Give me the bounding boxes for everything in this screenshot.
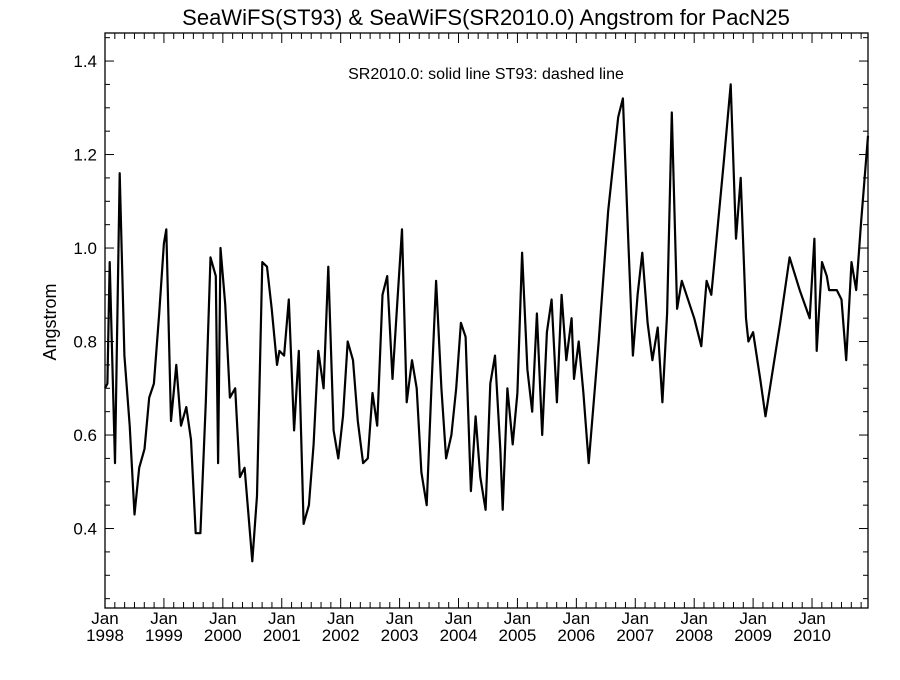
y-axis: 0.4 0.6 0.8 1.0 1.2 1.4 xyxy=(73,37,868,600)
chart-title: SeaWiFS(ST93) & SeaWiFS(SR2010.0) Angstr… xyxy=(182,5,790,30)
plot-frame xyxy=(104,32,869,609)
x-tick-year-label: 1998 xyxy=(86,626,124,645)
y-tick-label: 0.8 xyxy=(73,333,97,352)
x-tick-year-label: 2001 xyxy=(263,626,301,645)
x-tick-year-label: 2003 xyxy=(381,626,419,645)
y-tick-label: 0.4 xyxy=(73,520,97,539)
x-tick-month-label: Jan xyxy=(622,609,649,628)
x-tick-year-label: 2002 xyxy=(322,626,360,645)
x-tick-month-label: Jan xyxy=(739,609,766,628)
series-line-sr2010 xyxy=(104,83,870,563)
x-tick-year-label: 2009 xyxy=(734,626,772,645)
x-tick-month-label: Jan xyxy=(386,609,413,628)
y-tick-label: 1.2 xyxy=(73,146,97,165)
x-axis: Jan1998Jan1999Jan2000Jan2001Jan2002Jan20… xyxy=(86,33,862,645)
x-tick-year-label: 2010 xyxy=(793,626,831,645)
x-tick-month-label: Jan xyxy=(504,609,531,628)
series-layer xyxy=(104,83,870,563)
x-tick-year-label: 2000 xyxy=(204,626,242,645)
x-tick-year-label: 2004 xyxy=(440,626,478,645)
x-tick-month-label: Jan xyxy=(91,609,118,628)
x-tick-year-label: 2006 xyxy=(557,626,595,645)
x-tick-month-label: Jan xyxy=(209,609,236,628)
x-tick-year-label: 2008 xyxy=(675,626,713,645)
x-tick-month-label: Jan xyxy=(680,609,707,628)
x-tick-month-label: Jan xyxy=(563,609,590,628)
x-tick-year-label: 2007 xyxy=(616,626,654,645)
x-tick-month-label: Jan xyxy=(327,609,354,628)
x-tick-month-label: Jan xyxy=(798,609,825,628)
legend-annotation: SR2010.0: solid line ST93: dashed line xyxy=(348,66,624,83)
x-tick-month-label: Jan xyxy=(150,609,177,628)
x-tick-month-label: Jan xyxy=(268,609,295,628)
x-tick-year-label: 2005 xyxy=(499,626,537,645)
y-tick-label: 1.0 xyxy=(73,239,97,258)
x-tick-year-label: 1999 xyxy=(145,626,183,645)
y-axis-label: Angstrom xyxy=(40,283,60,360)
y-tick-label: 1.4 xyxy=(73,52,97,71)
y-tick-label: 0.6 xyxy=(73,426,97,445)
x-tick-month-label: Jan xyxy=(445,609,472,628)
